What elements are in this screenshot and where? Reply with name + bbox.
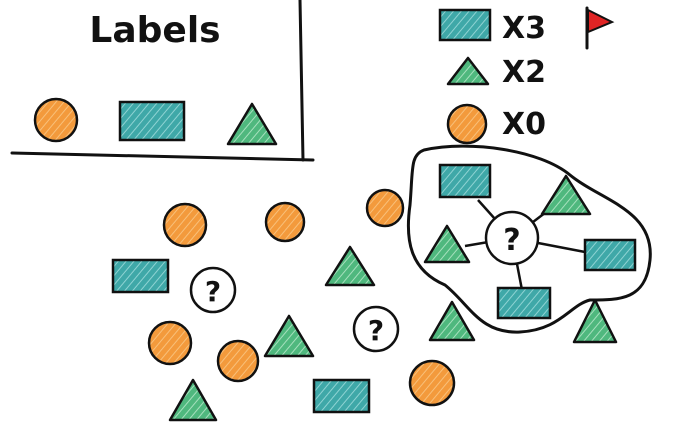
triangle-shape bbox=[168, 378, 218, 422]
labels-title: Labels bbox=[89, 10, 220, 51]
flag-icon bbox=[585, 6, 615, 50]
unknown-node: ? bbox=[189, 266, 237, 314]
unknown-node-mark: ? bbox=[503, 223, 520, 258]
rectangle-shape bbox=[111, 258, 170, 294]
labels-box-bottom-edge bbox=[10, 151, 315, 162]
unknown-node-mark: ? bbox=[368, 314, 384, 347]
rectangle-shape bbox=[583, 238, 637, 272]
circle-shape bbox=[264, 201, 306, 243]
unknown-node: ? bbox=[484, 210, 540, 266]
legend-rectangle-icon bbox=[438, 8, 492, 42]
unknown-node-mark: ? bbox=[205, 275, 221, 308]
rectangle-shape bbox=[438, 163, 492, 199]
legend-rectangle-count: X3 bbox=[502, 11, 546, 46]
scattered-shapes: ? ? bbox=[111, 188, 618, 422]
rectangle-shape bbox=[312, 378, 371, 414]
triangle-shape bbox=[324, 245, 376, 287]
label-triangle-sample bbox=[226, 102, 278, 146]
labels-box-right-edge bbox=[298, 0, 305, 162]
triangle-shape bbox=[572, 298, 618, 344]
circle-shape bbox=[408, 359, 456, 407]
legend-triangle-icon bbox=[446, 56, 490, 86]
triangle-shape bbox=[263, 314, 315, 358]
legend-circle-count: X0 bbox=[502, 107, 546, 142]
unknown-node: ? bbox=[352, 305, 400, 353]
labels-box: Labels bbox=[10, 0, 315, 162]
circle-shape bbox=[147, 320, 193, 366]
cluster-boundary bbox=[406, 144, 652, 334]
circle-shape bbox=[162, 202, 208, 248]
rectangle-shape bbox=[496, 286, 552, 320]
graph-cluster: ? bbox=[406, 144, 652, 334]
label-rectangle-sample bbox=[118, 100, 186, 142]
circle-shape bbox=[365, 188, 405, 228]
triangle-shape bbox=[540, 174, 592, 216]
legend-triangle-count: X2 bbox=[502, 55, 546, 90]
triangle-shape bbox=[428, 300, 476, 342]
legend: X3 X2 X0 bbox=[438, 6, 615, 145]
legend-circle-icon bbox=[446, 103, 488, 145]
triangle-shape bbox=[423, 224, 471, 264]
circle-shape bbox=[216, 339, 260, 383]
label-circle-sample bbox=[33, 97, 79, 143]
